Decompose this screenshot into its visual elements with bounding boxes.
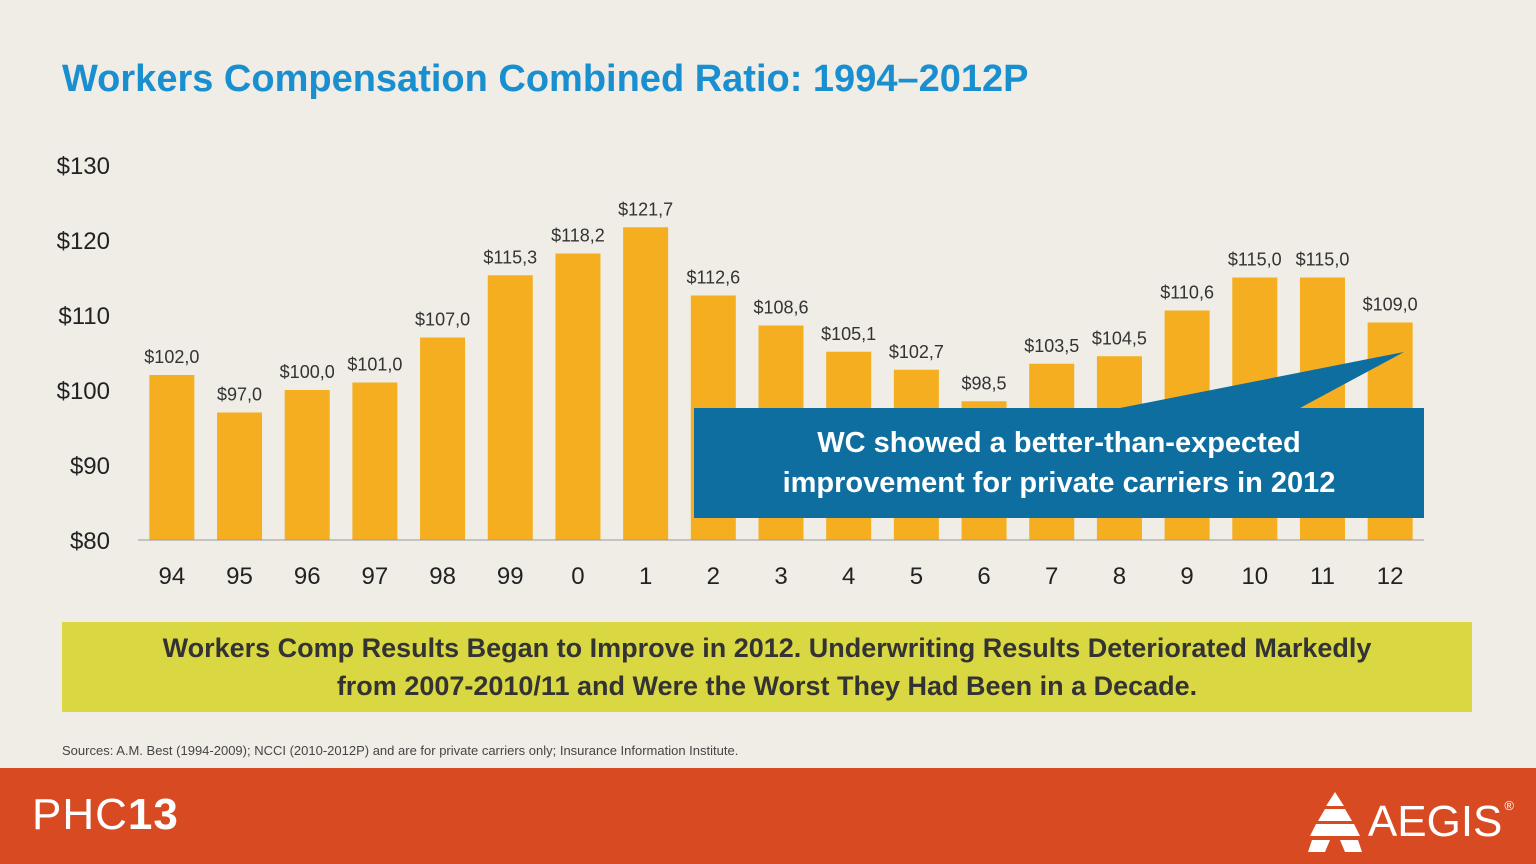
data-label: $118,2 [551, 226, 605, 246]
x-tick-label: 4 [842, 563, 855, 590]
data-labels: $102,0 $97,0 $100,0 $101,0 $107,0 $115,3 $118,… [144, 199, 1417, 404]
x-tick-label: 97 [362, 563, 389, 590]
aegis-logo: AEGIS ® [1307, 790, 1514, 854]
x-tick-label: 6 [977, 563, 990, 590]
data-label: $104,5 [1092, 328, 1147, 348]
data-label: $102,0 [144, 347, 199, 367]
bar [284, 390, 330, 540]
y-tick-label: $90 [70, 453, 110, 480]
x-tick-label: 96 [294, 563, 321, 590]
x-tick-label: 3 [774, 563, 787, 590]
x-tick-label: 8 [1113, 563, 1126, 590]
x-tick-label: 9 [1180, 563, 1193, 590]
callout-text: WC showed a better-than-expected improve… [782, 427, 1336, 499]
bar [420, 337, 466, 540]
phc13-logo: PHC13 [32, 790, 179, 840]
y-tick-label: $80 [70, 528, 110, 555]
data-label: $102,7 [889, 342, 944, 362]
data-label: $100,0 [280, 362, 335, 382]
aegis-triangle-icon [1307, 792, 1362, 852]
aegis-logo-text: AEGIS [1367, 797, 1503, 846]
registered-mark: ® [1504, 798, 1514, 813]
data-label: $103,5 [1024, 336, 1079, 356]
summary-banner: Workers Comp Results Began to Improve in… [62, 622, 1472, 712]
footer-bar [0, 768, 1536, 864]
data-label: $101,0 [347, 355, 402, 375]
bar [352, 382, 398, 540]
chart-title: Workers Compensation Combined Ratio: 199… [62, 58, 1029, 100]
phc-logo-number: 13 [127, 790, 179, 839]
data-label: $112,6 [686, 268, 740, 288]
x-tick-label: 5 [910, 563, 923, 590]
data-label: $97,0 [217, 385, 262, 405]
y-axis: $80 $90 $100 $110 $120 $130 [57, 153, 110, 555]
x-tick-label: 10 [1241, 563, 1268, 590]
bar [623, 227, 669, 540]
x-tick-label: 7 [1045, 563, 1058, 590]
x-tick-label: 2 [707, 563, 720, 590]
data-label: $110,6 [1160, 283, 1214, 303]
y-tick-label: $130 [57, 153, 110, 180]
bar [149, 375, 195, 540]
x-tick-label: 12 [1377, 563, 1404, 590]
x-tick-label: 99 [497, 563, 524, 590]
callout-box [694, 352, 1424, 518]
callout-rect [694, 408, 1424, 518]
x-tick-label: 0 [571, 563, 584, 590]
x-tick-label: 11 [1310, 563, 1335, 590]
data-label: $109,0 [1363, 295, 1418, 315]
data-label: $105,1 [821, 324, 876, 344]
x-tick-label: 98 [429, 563, 456, 590]
data-label: $108,6 [753, 298, 808, 318]
bar [487, 275, 533, 540]
data-label: $115,3 [483, 247, 537, 267]
data-label: $115,0 [1296, 250, 1350, 270]
bar [555, 253, 601, 540]
x-tick-label: 1 [639, 563, 652, 590]
x-tick-label: 95 [226, 563, 253, 590]
data-label: $115,0 [1228, 250, 1282, 270]
y-tick-label: $120 [57, 228, 110, 255]
x-axis: 94 95 96 97 98 99 0 1 2 3 4 5 6 7 8 9 10 11 12 [158, 563, 1403, 590]
x-tick-label: 94 [158, 563, 185, 590]
y-tick-label: $110 [58, 303, 110, 330]
phc-logo-text: PHC [32, 790, 128, 839]
data-label: $98,5 [962, 373, 1007, 393]
callout-pointer [1120, 352, 1404, 408]
y-tick-label: $100 [57, 378, 110, 405]
bar [217, 412, 263, 540]
data-label: $107,0 [415, 310, 470, 330]
data-label: $121,7 [618, 199, 673, 219]
sources-note: Sources: A.M. Best (1994-2009); NCCI (20… [62, 743, 739, 758]
